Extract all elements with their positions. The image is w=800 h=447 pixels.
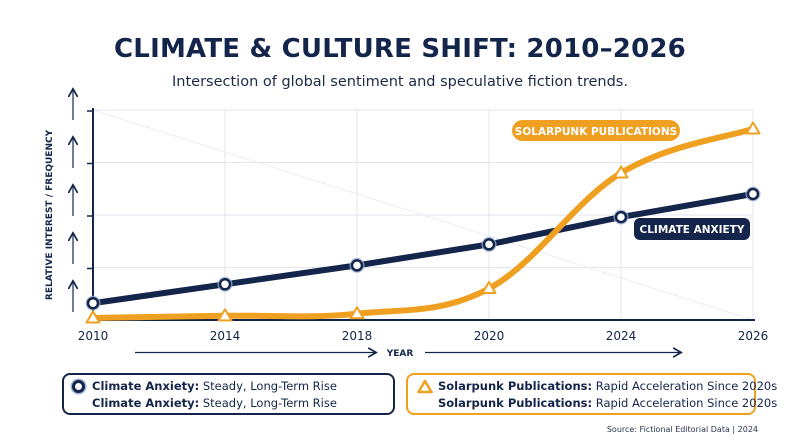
climate-anxiety-point [614, 210, 628, 224]
line-chart: 2010 2014 2018 2020 2024 2026 YEAR RELATIVE INT… [45, 0, 769, 359]
source-note: Source: Fictional Editorial Data | 2024 [606, 425, 758, 434]
legend-solarpunk-line-1: Solarpunk Publications: Rapid Accelerati… [438, 379, 778, 393]
climate-anxiety-line [90, 191, 756, 307]
grid-diagonal [92, 109, 754, 321]
climate-anxiety-point [482, 238, 496, 251]
solarpunk-label-text: SOLARPUNK PUBLICATIONS [515, 126, 677, 138]
solarpunk-label-badge [512, 120, 680, 141]
legend-solarpunk: Solarpunk Publications: Rapid Accelerati… [406, 373, 777, 415]
legend-climate-line-2: Climate Anxiety: Steady, Long-Term Rise [92, 396, 337, 410]
chart-title: CLIMATE & CULTURE SHIFT: 2010–2026 [114, 34, 686, 64]
climate-anxiety-point [350, 259, 364, 272]
x-axis-title: YEAR [386, 349, 414, 359]
solarpunk-marker-icon [417, 379, 433, 394]
x-tick-label: 2018 [342, 329, 373, 343]
solarpunk-point [613, 165, 629, 179]
x-tick-label: 2010 [78, 329, 109, 343]
x-tick-label: 2026 [738, 329, 769, 343]
climate-anxiety-marker-icon [72, 380, 85, 393]
climate-anxiety-label-badge [634, 218, 750, 240]
solarpunk-point [217, 308, 233, 322]
x-tick-label: 2014 [210, 329, 241, 343]
solarpunk-point [349, 306, 365, 320]
climate-anxiety-label-text: CLIMATE ANXIETY [640, 224, 745, 236]
legend-climate-line-1: Climate Anxiety: Steady, Long-Term Rise [92, 379, 337, 393]
chart-subtitle: Intersection of global sentiment and spe… [172, 74, 628, 90]
y-axis-title: RELATIVE INTEREST / FREQUENCY [45, 129, 55, 300]
solarpunk-point [85, 310, 101, 324]
climate-anxiety-point [218, 278, 232, 291]
x-tick-label: 2024 [606, 329, 637, 343]
solarpunk-line [90, 125, 756, 321]
climate-anxiety-point [746, 187, 760, 201]
solarpunk-point [745, 121, 761, 135]
legend-climate-anxiety: Climate Anxiety: Steady, Long-Term Rise … [62, 373, 395, 415]
x-tick-label: 2020 [474, 329, 505, 343]
solarpunk-point [481, 281, 497, 295]
legend-solarpunk-line-2: Solarpunk Publications: Rapid Accelerati… [438, 396, 778, 410]
climate-anxiety-point [86, 296, 100, 310]
